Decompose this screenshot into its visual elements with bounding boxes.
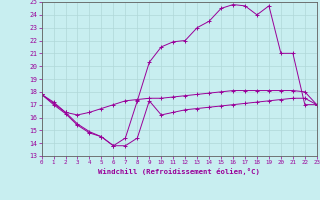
X-axis label: Windchill (Refroidissement éolien,°C): Windchill (Refroidissement éolien,°C) xyxy=(98,168,260,175)
